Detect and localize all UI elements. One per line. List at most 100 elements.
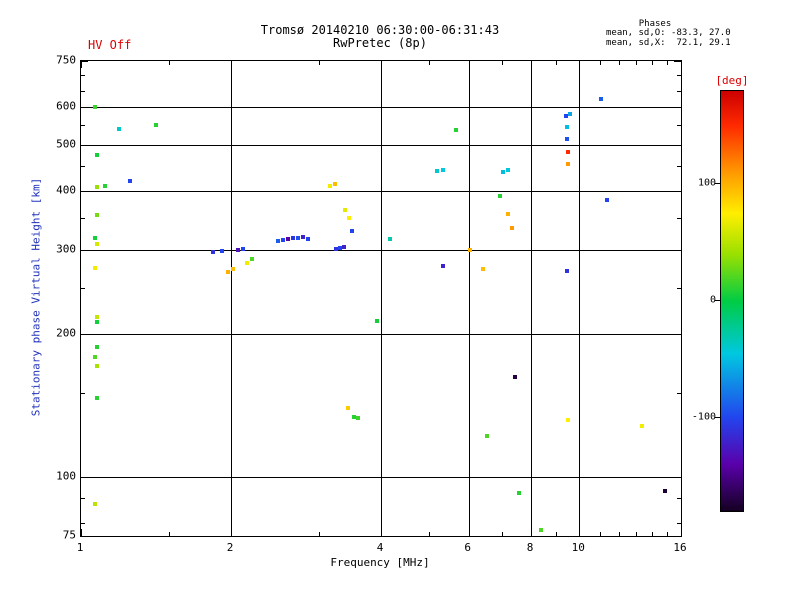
data-point [286,236,291,241]
grid-line-vertical [468,61,470,536]
colorbar-tick-label: -100 [691,411,716,423]
phases-mean-o-text: mean, sd,O: -83.3, 27.0 [606,28,731,38]
y-tick-mark [674,61,681,62]
grid-line-horizontal [81,107,681,109]
y-tick-mark [81,536,88,537]
y-tick-label: 75 [62,528,76,542]
y-tick-label: 200 [56,326,76,340]
x-tick-mark [468,529,470,536]
data-point [94,242,99,247]
data-point [501,169,506,174]
x-tick-mark [381,529,382,536]
data-point [236,248,241,253]
plot-title: Tromsø 20140210 06:30:00-06:31:43 [260,23,500,37]
hv-status-text: HV Off [88,38,132,52]
x-tick-label: 2 [226,541,234,554]
y-tick-mark [674,333,681,335]
y-minor-tick-mark [81,393,85,394]
y-minor-tick-mark [81,124,85,126]
plot-area [80,60,682,537]
x-minor-tick-mark [667,61,669,65]
data-point [509,226,514,231]
x-tick-mark [579,529,581,536]
x-minor-tick-mark [502,532,504,536]
y-tick-mark [81,61,88,62]
y-tick-mark [81,476,88,478]
data-point [92,502,97,507]
y-tick-label: 500 [56,137,76,151]
colorbar-tick-mark [715,300,720,301]
data-point [517,490,522,495]
data-point [281,237,286,242]
x-tick-label: 10 [571,541,585,554]
data-point [94,185,99,190]
data-point [211,249,216,254]
x-minor-tick-mark [429,532,431,536]
data-point [663,488,668,493]
data-point [566,162,571,166]
data-point [102,184,107,189]
data-point [296,236,301,241]
x-minor-tick-mark [652,61,654,65]
y-minor-tick-mark [81,90,85,92]
colorbar-tick-mark [715,416,720,418]
grid-line-horizontal [81,333,681,335]
x-minor-tick-mark [556,61,558,65]
grid-line-vertical [579,61,581,536]
y-minor-tick-mark [81,166,85,168]
y-tick-mark [674,476,681,478]
data-point [454,128,459,133]
colorbar-unit-label: [deg] [715,74,749,87]
data-point [441,167,446,172]
data-point [435,169,440,174]
y-tick-label: 600 [56,99,76,113]
y-tick-label: 400 [56,183,76,197]
y-tick-mark [674,107,681,109]
x-tick-label: 1 [76,541,84,554]
data-point [249,256,254,261]
data-point [565,125,570,129]
x-minor-tick-mark [618,61,620,65]
data-point [128,179,132,184]
x-tick-label: 4 [376,541,384,554]
data-point [231,267,236,272]
data-point [92,354,97,359]
y-minor-tick-mark [677,498,681,500]
data-point [342,244,347,249]
phases-mean-x-text: mean, sd,X: 72.1, 29.1 [606,38,731,48]
data-point [498,193,503,198]
data-point [564,114,569,119]
data-point [92,265,97,270]
data-point [276,238,281,243]
data-point [342,208,347,213]
y-minor-tick-mark [81,522,85,524]
data-point [604,198,609,203]
x-minor-tick-mark [318,532,320,536]
data-point [375,318,380,323]
x-minor-tick-mark [667,532,669,536]
data-point [153,123,158,128]
data-point [568,112,573,117]
x-tick-mark [381,61,382,68]
data-point [244,260,249,265]
data-point [94,395,99,400]
data-point [347,216,352,221]
y-tick-mark [81,107,88,109]
x-tick-mark [231,61,232,68]
phase-colorbar [720,90,744,512]
y-minor-tick-mark [677,393,681,394]
y-tick-mark [674,144,681,146]
colorbar-tick-label: 0 [709,294,716,306]
x-tick-mark [681,61,682,68]
data-point [94,153,99,158]
x-tick-mark [681,529,682,536]
x-minor-tick-mark [429,61,431,65]
data-point [94,314,99,319]
grid-line-horizontal [81,476,681,478]
data-point [566,150,571,155]
y-tick-mark [81,250,88,252]
data-point [467,248,472,253]
data-point [566,417,571,422]
data-point [92,236,97,241]
y-tick-mark [674,190,681,192]
